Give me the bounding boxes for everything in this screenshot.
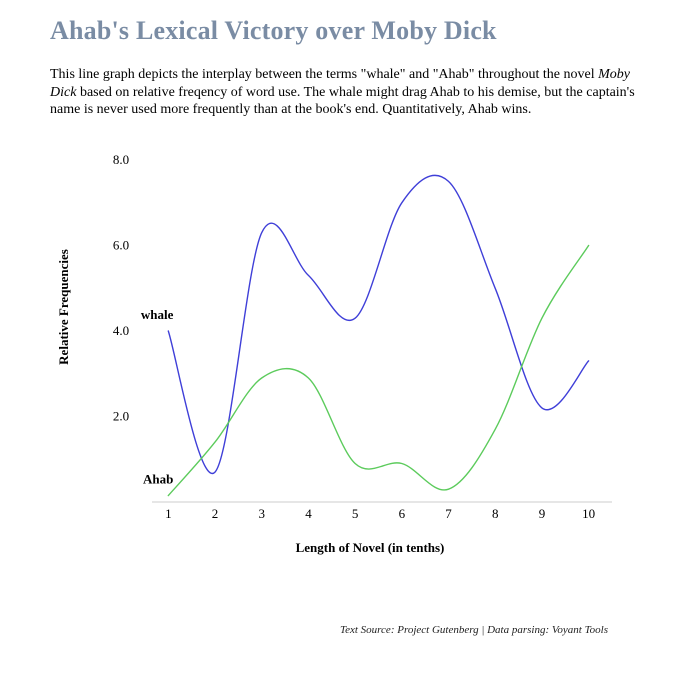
description-text-1: This line graph depicts the interplay be… — [50, 67, 599, 82]
y-tick-label: 6.0 — [113, 238, 129, 253]
x-tick-label: 1 — [165, 506, 172, 521]
x-axis: 1 2 3 4 5 6 7 8 9 10 — [152, 501, 612, 521]
x-tick-label: 7 — [445, 506, 452, 521]
y-tick-label: 4.0 — [113, 323, 129, 338]
x-tick-label: 2 — [212, 506, 219, 521]
x-tick-label: 3 — [258, 506, 265, 521]
series-label-whale: whale — [141, 307, 174, 322]
x-tick-label: 10 — [582, 506, 595, 521]
y-axis-title: Relative Frequencies — [56, 249, 71, 365]
data-source-note: Text Source: Project Gutenberg | Data pa… — [340, 624, 609, 636]
x-tick-label: 9 — [539, 506, 546, 521]
x-axis-title: Length of Novel (in tenths) — [296, 540, 445, 555]
series-line-whale — [167, 174, 590, 475]
page-title: Ahab's Lexical Victory over Moby Dick — [50, 16, 497, 45]
x-tick-label: 6 — [399, 506, 406, 521]
x-tick-label: 4 — [305, 506, 312, 521]
series-label-ahab: Ahab — [143, 472, 173, 487]
y-tick-label: 2.0 — [113, 409, 129, 424]
chart-labels: 2.0 4.0 6.0 8.0 Length of Novel (in tenths) R… — [56, 152, 444, 555]
y-tick-label: 8.0 — [113, 152, 129, 167]
x-tick-label: 5 — [352, 506, 359, 521]
series-lines — [167, 174, 590, 497]
x-tick-label: 8 — [492, 506, 499, 521]
novel-title: Moby Dick — [50, 67, 630, 100]
chart-description: This line graph depicts the interplay be… — [50, 66, 640, 119]
description-text-2: based on relative freqency of word use. … — [50, 84, 635, 118]
series-line-ahab — [167, 244, 590, 497]
